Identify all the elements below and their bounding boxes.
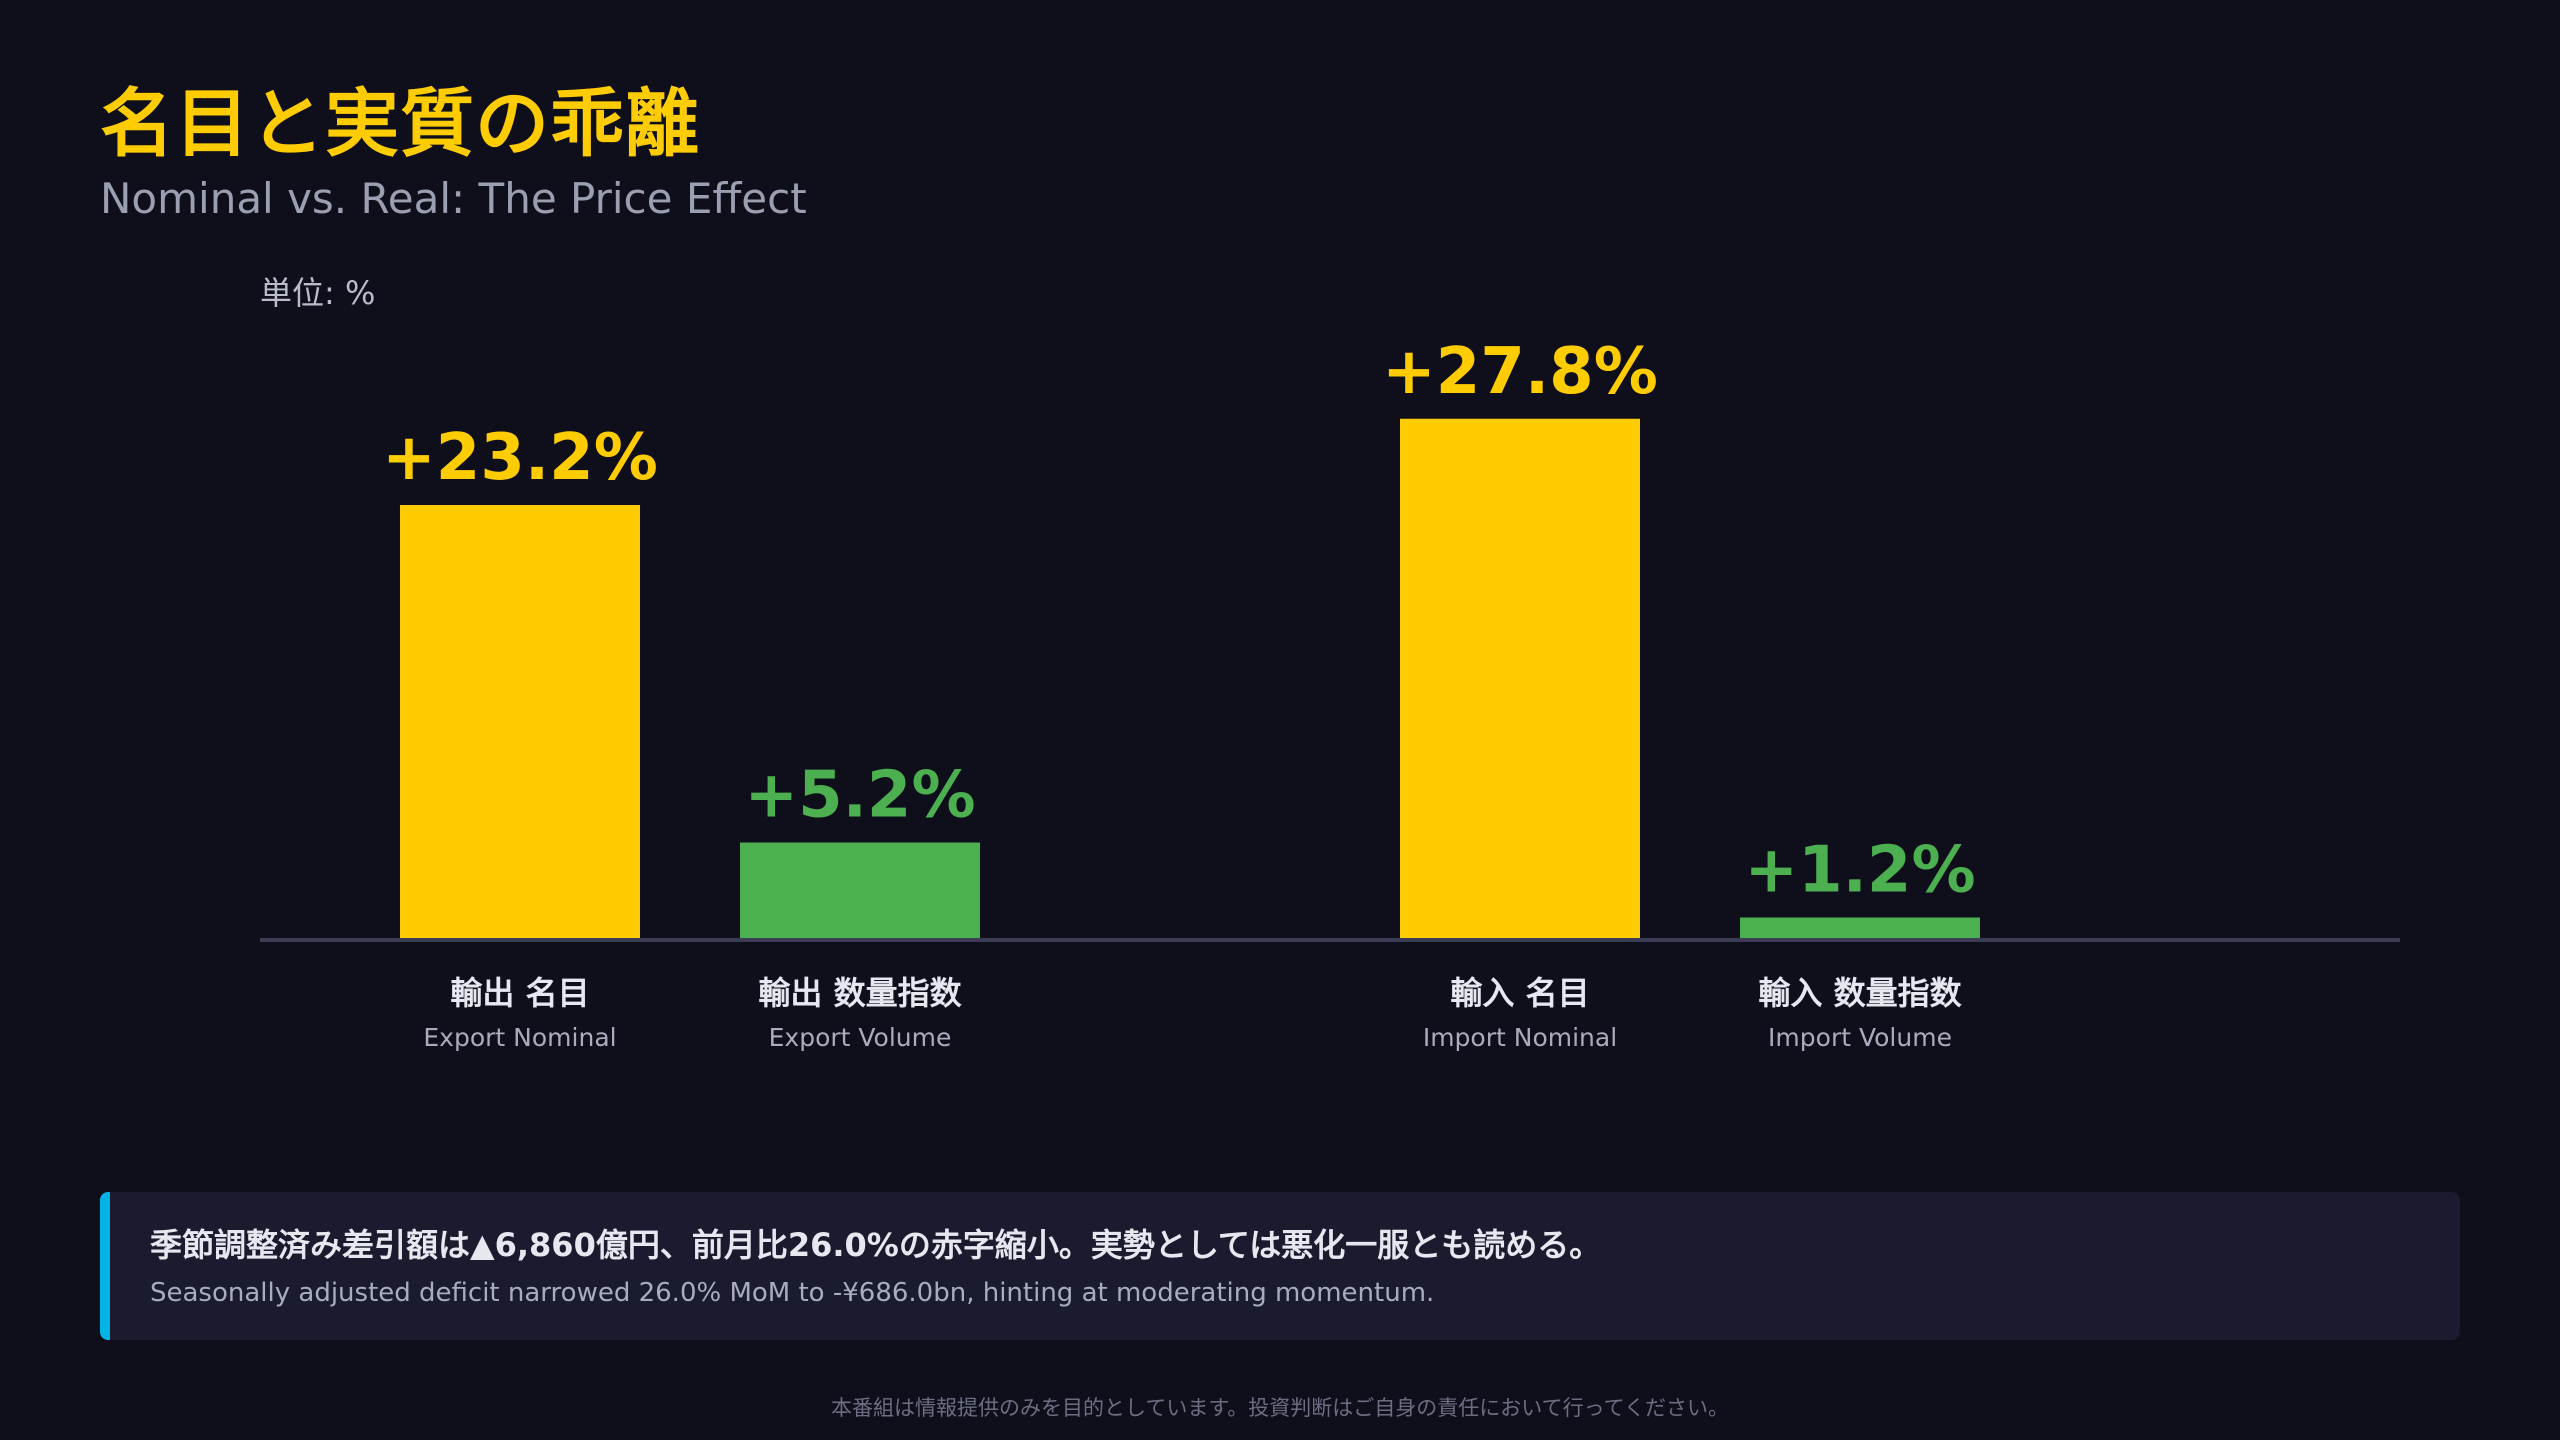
bar [740,842,980,940]
page-subtitle: Nominal vs. Real: The Price Effect [100,174,807,223]
data-label: +5.2% [744,759,975,833]
summary-callout: 季節調整済み差引額は▲6,860億円、前月比26.0%の赤字縮小。実勢としては悪… [100,1192,2460,1340]
summary-text-jp: 季節調整済み差引額は▲6,860億円、前月比26.0%の赤字縮小。実勢としては悪… [150,1226,1602,1264]
unit-label: 単位: % [260,274,376,312]
data-label: +23.2% [382,421,658,495]
category-label-jp: 輸入 名目 [1450,974,1589,1012]
page-title: 名目と実質の乖離 [100,81,700,167]
category-label-jp: 輸出 数量指数 [758,974,962,1012]
category-label-en: Export Nominal [423,1023,616,1052]
bar-chart: +23.2% 輸出 名目 Export Nominal +5.2% 輸出 数量指数 Exp… [260,335,2400,1052]
summary-text-en: Seasonally adjusted deficit narrowed 26.… [150,1278,1435,1308]
category-label-jp: 輸入 数量指数 [1758,974,1962,1012]
category-label-en: Export Volume [769,1023,952,1052]
category-label-jp: 輸出 名目 [450,974,589,1012]
bar [1400,418,1640,940]
data-label: +27.8% [1382,335,1658,409]
category-label-en: Import Nominal [1423,1023,1617,1052]
category-label-en: Import Volume [1768,1023,1952,1052]
bar [400,505,640,940]
disclaimer: 本番組は情報提供のみを目的としています。投資判断はご自身の責任において行ってくだ… [831,1396,1729,1420]
bar [1740,917,1980,940]
data-label: +1.2% [1744,834,1975,908]
